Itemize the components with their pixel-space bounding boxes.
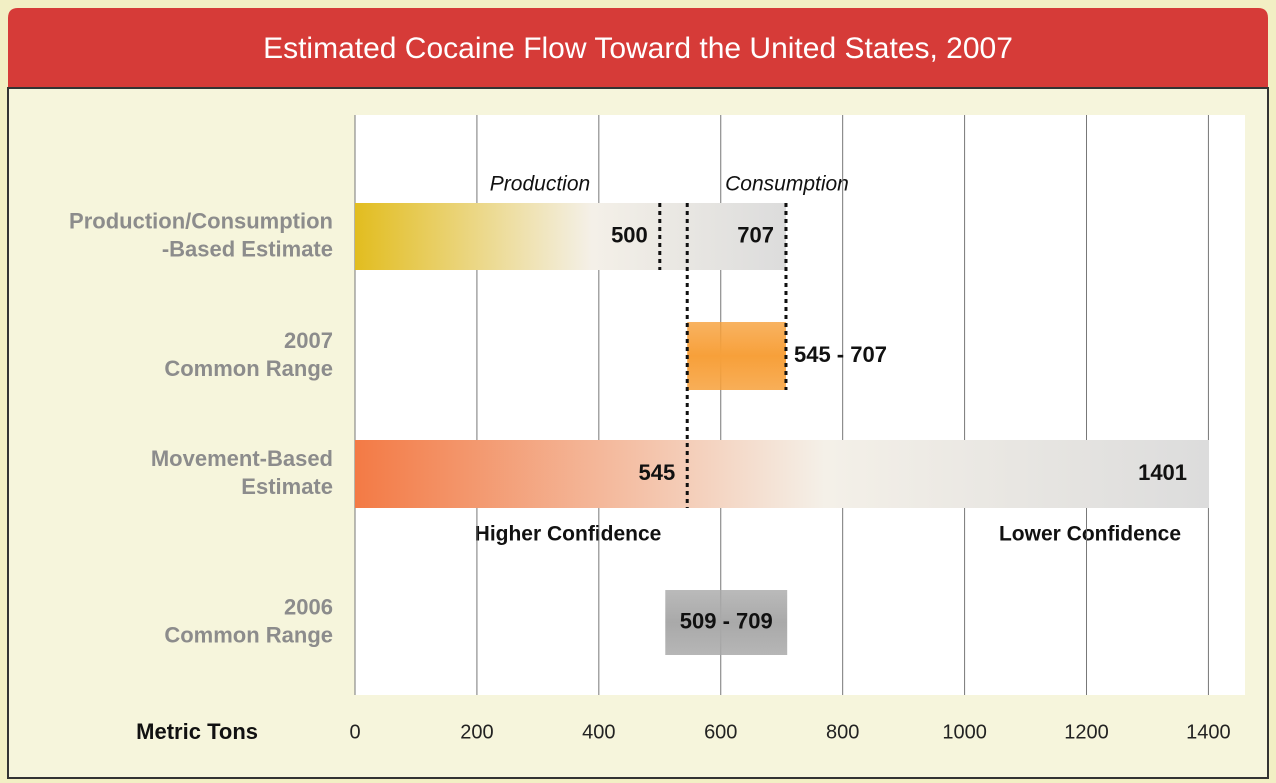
x-tick-label: 1200 <box>1064 721 1109 743</box>
category-label: 2007 Common Range <box>164 328 333 381</box>
x-tick-label: 1400 <box>1186 721 1231 743</box>
category-label-line: Common Range <box>164 622 333 647</box>
chart-title: Estimated Cocaine Flow Toward the United… <box>263 32 1013 65</box>
range-label: 545 - 707 <box>794 342 887 367</box>
category-label-line: 2006 <box>284 594 333 619</box>
bar <box>355 203 786 270</box>
x-tick-label: 200 <box>460 721 493 743</box>
header-bar <box>8 8 1268 88</box>
category-label-line: Movement-Based <box>151 446 333 471</box>
annotation: Production <box>490 173 590 196</box>
annotation: Lower Confidence <box>999 523 1181 546</box>
category-label: Production/Consumption -Based Estimate <box>69 208 333 261</box>
plot-area <box>355 115 1245 695</box>
x-tick-label: 600 <box>704 721 737 743</box>
x-tick-label: 1000 <box>942 721 987 743</box>
category-label-line: Common Range <box>164 356 333 381</box>
category-label-line: -Based Estimate <box>162 236 333 261</box>
value-label: 545 <box>639 460 676 485</box>
bar <box>687 322 786 390</box>
category-label-line: Production/Consumption <box>69 208 333 233</box>
value-label: 1401 <box>1138 460 1187 485</box>
value-label: 707 <box>737 222 774 247</box>
x-tick-label: 800 <box>826 721 859 743</box>
category-label-line: 2007 <box>284 328 333 353</box>
x-tick-label: 400 <box>582 721 615 743</box>
bar <box>665 590 788 655</box>
annotation: Consumption <box>725 173 849 196</box>
bar <box>355 440 1210 508</box>
category-label: Movement-Based Estimate <box>151 446 333 499</box>
x-tick-label: 0 <box>349 721 360 743</box>
range-label: 509 - 709 <box>680 608 773 633</box>
category-label-line: Estimate <box>241 474 333 499</box>
annotation: Higher Confidence <box>475 523 662 546</box>
category-label: 2006 Common Range <box>164 594 333 647</box>
x-axis-label: Metric Tons <box>136 719 258 744</box>
value-label: 500 <box>611 222 648 247</box>
